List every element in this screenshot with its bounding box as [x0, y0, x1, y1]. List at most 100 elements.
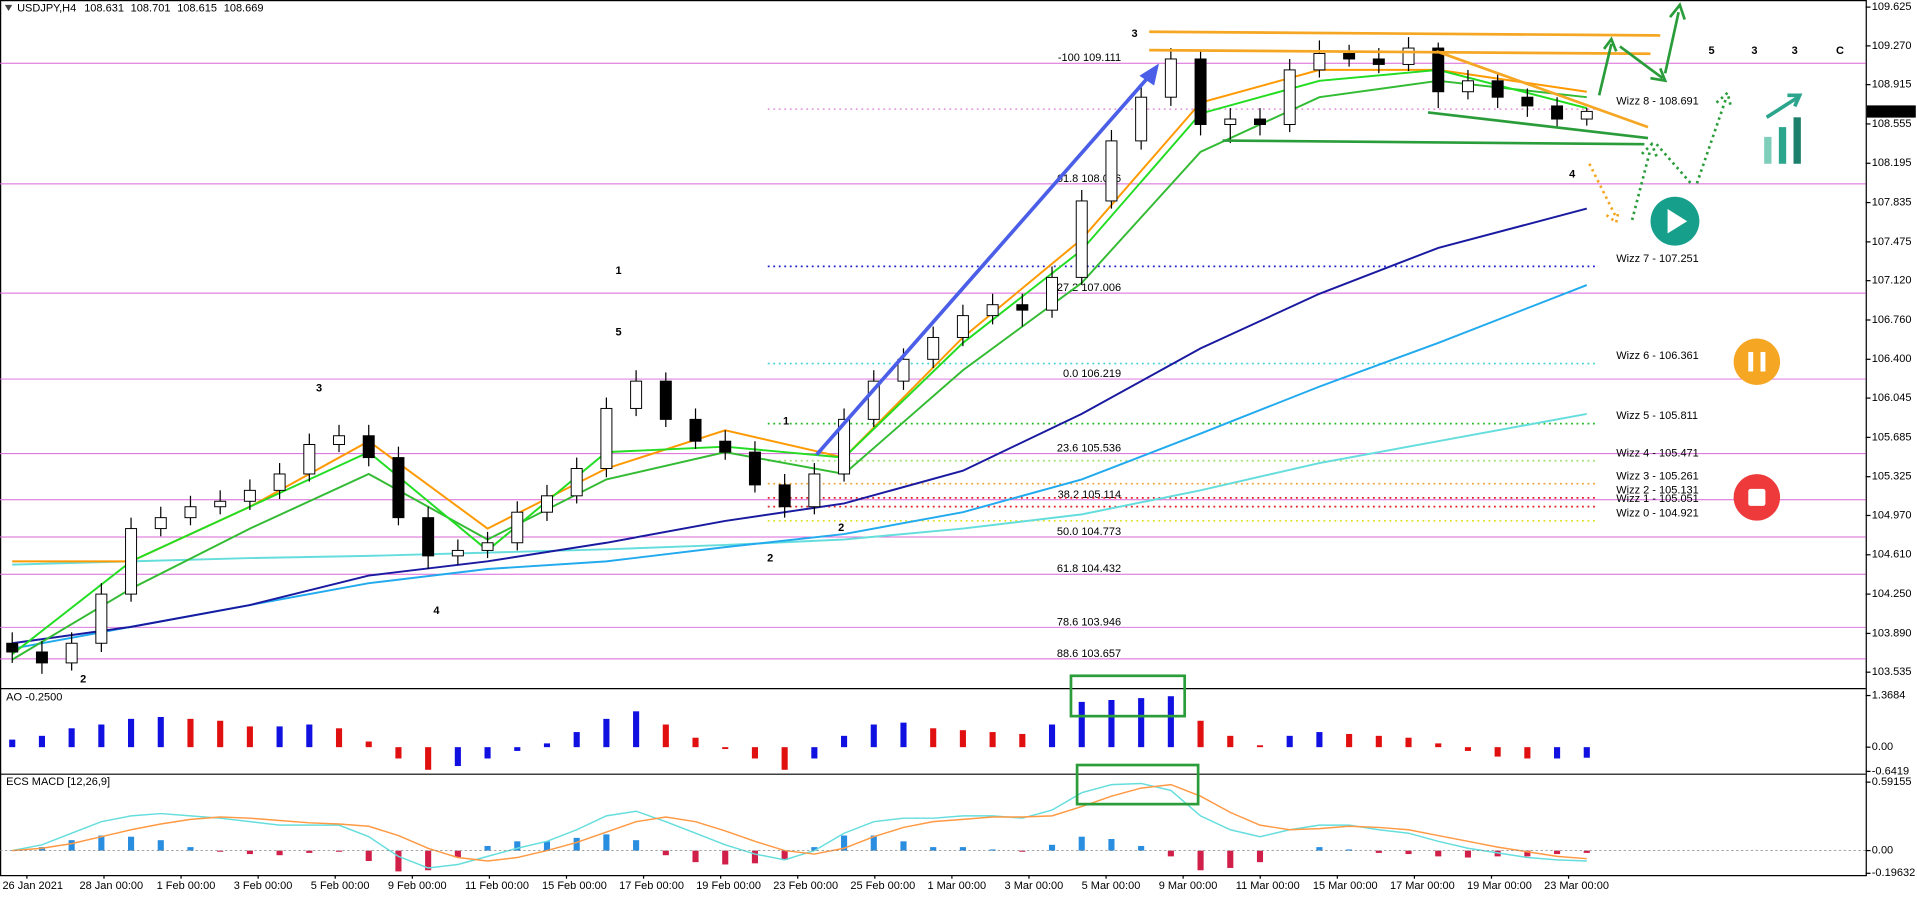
macd-bar: [751, 850, 758, 864]
symbol: USDJPY,H4: [17, 2, 76, 14]
x-tick-label: 23 Feb 00:00: [773, 880, 838, 892]
fib-label: 61.8 104.432: [1057, 563, 1121, 575]
ao-bar: [217, 720, 224, 748]
ao-bar: [781, 747, 788, 770]
fib-label: 88.6 103.657: [1057, 648, 1121, 660]
macd-bar: [365, 850, 372, 862]
candle-body: [540, 495, 553, 513]
candle-body: [1313, 53, 1326, 71]
moving-average: [12, 412, 1587, 566]
macd-bar: [1375, 850, 1382, 853]
moving-average: [12, 68, 1587, 563]
wizz-label: Wizz 7 - 107.251: [1616, 253, 1699, 265]
fib-label: 78.6 103.946: [1057, 616, 1121, 628]
macd-bar: [1019, 850, 1026, 852]
arrow: [1695, 90, 1733, 184]
fib-label: 0.0 106.219: [1063, 368, 1121, 380]
macd-bar: [514, 841, 521, 851]
macd-bar: [68, 840, 75, 851]
macd-bar: [1078, 836, 1085, 851]
candle-body: [1016, 304, 1029, 311]
fib-label: 61.8 108.006: [1057, 173, 1121, 185]
macd-bar: [1554, 850, 1561, 855]
macd-bar: [187, 847, 194, 851]
candle-body: [154, 517, 167, 530]
candle-body: [422, 517, 435, 557]
candle-body: [65, 642, 78, 664]
x-tick-label: 5 Feb 00:00: [311, 880, 370, 892]
ao-bar: [514, 747, 521, 751]
x-tick-label: 17 Mar 00:00: [1390, 880, 1455, 892]
trend-line: [1149, 48, 1651, 56]
macd-bar: [603, 834, 610, 851]
ao-bar: [692, 737, 699, 748]
ao-bar: [276, 726, 283, 748]
stop-glyph: [1748, 488, 1766, 506]
arrow: [1597, 36, 1618, 96]
ao-bar: [989, 732, 996, 748]
candle-body: [273, 473, 286, 491]
pause-glyph: [1748, 351, 1754, 372]
ao-bar: [335, 728, 343, 748]
header: USDJPY,H4 108.631 108.701 108.615 108.66…: [17, 2, 263, 14]
ao-bar: [811, 747, 818, 759]
macd-bar: [395, 850, 402, 872]
trend-line: [1222, 139, 1645, 146]
y-tick-label: 109.270: [1872, 40, 1912, 52]
candle-body: [600, 407, 613, 470]
macd-bar: [1316, 847, 1323, 851]
wave-label: 4: [433, 605, 440, 617]
candle-body: [362, 435, 375, 459]
macd-line: [12, 782, 1587, 869]
candle-body: [1224, 118, 1237, 125]
bars-icon: [1778, 127, 1787, 164]
candle-body: [1402, 47, 1415, 65]
arrow: [1588, 163, 1621, 225]
candle-body: [1164, 58, 1177, 98]
macd-bar: [662, 850, 669, 856]
ao-bar: [1435, 743, 1442, 748]
arrow: [1663, 2, 1686, 74]
macd-bar: [900, 841, 907, 851]
macd-bar: [1405, 850, 1412, 855]
macd-line: [12, 783, 1587, 862]
candle-body: [719, 440, 732, 453]
macd-bar: [335, 850, 343, 852]
macd-bar: [1227, 850, 1234, 868]
x-tick-label: 23 Mar 00:00: [1544, 880, 1609, 892]
macd-bar: [841, 835, 848, 851]
trend-line: [1149, 30, 1661, 37]
moving-average: [11, 79, 1587, 661]
fib-label: 23.6 105.536: [1057, 443, 1121, 455]
x-tick-label: 1 Feb 00:00: [157, 880, 216, 892]
ao-bar: [1256, 745, 1264, 748]
macd-bar: [543, 841, 551, 851]
frame: [0, 0, 1867, 877]
x-tick-label: 3 Mar 00:00: [1005, 880, 1064, 892]
ao-bar: [1464, 747, 1472, 751]
candle-body: [1491, 80, 1504, 98]
y-tick-label: 104.970: [1872, 509, 1912, 521]
candle-body: [689, 418, 702, 442]
ao-bar: [1197, 720, 1204, 748]
candle-body: [986, 304, 999, 317]
highlight-box: [1075, 763, 1200, 806]
last-price-box: [1866, 105, 1916, 118]
wizz-label: Wizz 6 - 106.361: [1616, 350, 1699, 362]
ao-bar: [959, 730, 966, 748]
macd-bar: [811, 847, 818, 851]
macd-bar: [1256, 850, 1264, 863]
macd-bar: [781, 850, 788, 860]
candle-body: [778, 484, 791, 508]
wave-label: 5: [616, 326, 622, 338]
arrow-head: [1139, 63, 1160, 86]
ao-bar: [870, 724, 877, 748]
ao-bar: [1048, 724, 1056, 748]
ao-bar: [365, 741, 372, 748]
y-tick-label: 104.610: [1872, 549, 1912, 561]
moving-average: [11, 68, 1588, 655]
candle-body: [838, 418, 851, 475]
ao-title: AO -0.2500: [6, 692, 62, 704]
wave-label: 2: [767, 552, 773, 564]
